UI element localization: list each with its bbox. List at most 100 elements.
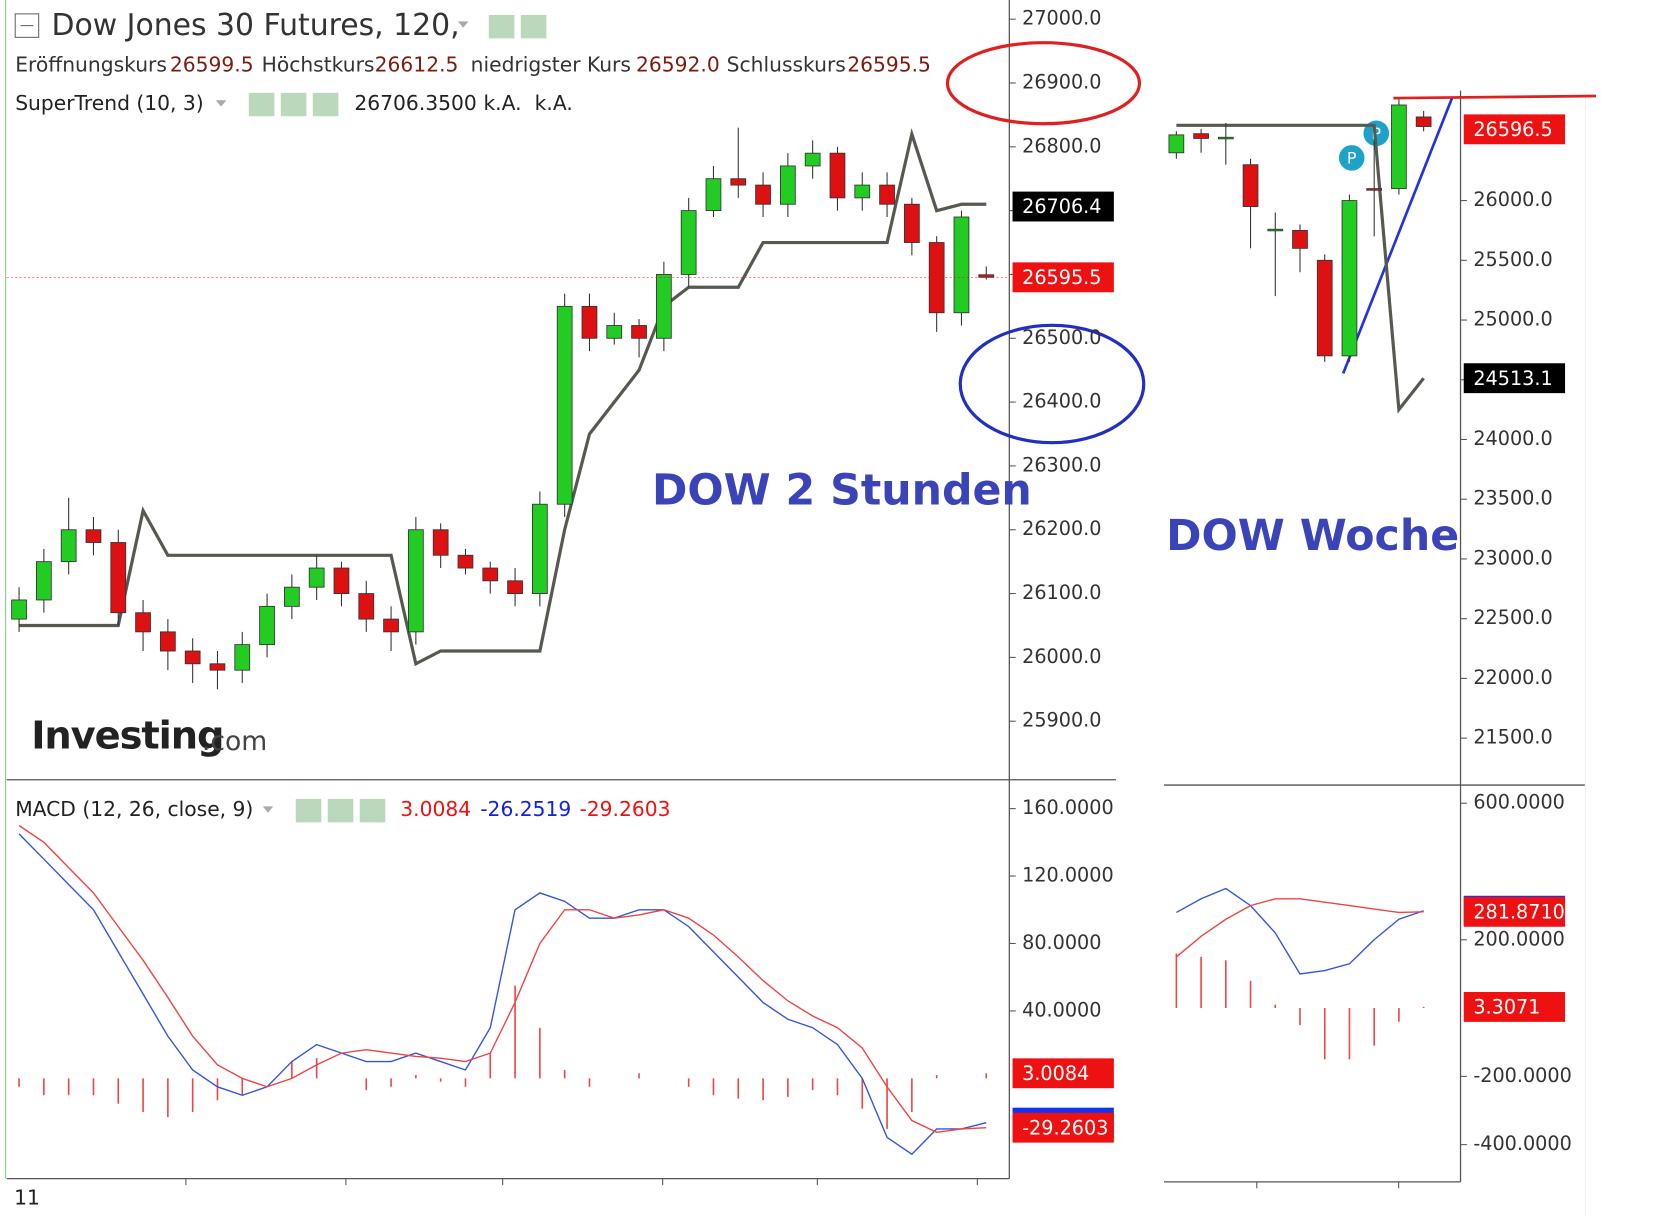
y-tick-label: 26000.0 [1473, 188, 1552, 211]
candle-body [829, 152, 846, 199]
series-line [18, 824, 987, 1133]
y-tick-label: 120.0000 [1022, 864, 1114, 887]
price-tag [1463, 896, 1566, 927]
y-tick-label: 23500.0 [1473, 487, 1552, 510]
candle-body [482, 567, 499, 582]
candle-body [1391, 104, 1407, 190]
y-tick-label: 21500.0 [1473, 726, 1552, 749]
candle-body [110, 542, 127, 614]
candle-body [854, 184, 871, 199]
pivot-marker [1338, 145, 1365, 171]
candle-body [1217, 136, 1234, 140]
indicator-name: SuperTrend (10, 3) [15, 91, 204, 115]
pivot-letter: P [1347, 148, 1357, 167]
indicator-value: 26706.3500 [354, 91, 476, 115]
candle-body [606, 325, 623, 339]
y-tick-label: 26900.0 [1022, 70, 1101, 93]
y-tick-label: 24000.0 [1473, 427, 1552, 450]
candle-body [259, 605, 275, 646]
eye-icon[interactable] [295, 798, 322, 823]
info-name: Höchstkurs [262, 53, 375, 77]
info-value: 26595.5 [847, 53, 931, 77]
annotation: DOW Woche [1166, 511, 1459, 561]
candle-body [730, 178, 747, 186]
close-icon[interactable] [359, 798, 386, 823]
y-tick-label: 200.0000 [1473, 927, 1565, 950]
y-tick-label: 26500.0 [1022, 326, 1101, 349]
macd-readout: -26.2519 [480, 797, 571, 821]
candle-body [680, 210, 697, 275]
dropdown-arrow[interactable] [215, 100, 227, 107]
info-value: 26592.0 [636, 53, 720, 77]
y-tick-label: 22500.0 [1473, 606, 1552, 629]
info-value: 26599.5 [170, 53, 254, 77]
info-name: Schlusskurs [727, 53, 846, 77]
y-tick-label: 25500.0 [1473, 248, 1552, 271]
settings-icon[interactable] [280, 92, 307, 117]
price-tag [1463, 992, 1566, 1022]
macd-readout: -29.2603 [579, 797, 670, 821]
series-line [1175, 898, 1424, 958]
candle-body [1267, 228, 1284, 232]
y-tick-label: 26200.0 [1022, 517, 1101, 540]
candle-body [507, 580, 523, 595]
series-line [1176, 123, 1425, 414]
candle-body [234, 644, 251, 671]
trend-line [1341, 97, 1454, 374]
candle-body [978, 274, 995, 278]
settings-icon[interactable] [327, 798, 354, 823]
y-tick-label: -200.0000 [1473, 1064, 1571, 1087]
candle-body [804, 152, 821, 167]
candle-body [879, 184, 895, 205]
date-label: 11 [14, 1185, 40, 1209]
candle-body [755, 184, 771, 205]
macd-title: MACD (12, 26, close, 9) [15, 797, 253, 821]
close-icon[interactable] [312, 92, 339, 117]
candle-body [184, 650, 201, 665]
info-name: niedrigster Kurs [471, 53, 631, 77]
eye-icon[interactable] [488, 14, 515, 39]
price-tag [1012, 262, 1114, 293]
price-tag-label: 281.8710 [1473, 900, 1565, 923]
candle-body [36, 561, 52, 601]
price-tag-label: 3.0084 [1022, 1062, 1089, 1085]
eye-icon[interactable] [248, 92, 275, 117]
y-tick-label: -400.0000 [1473, 1132, 1571, 1155]
highlight-circle [958, 323, 1146, 445]
y-tick-label: 23000.0 [1473, 546, 1552, 569]
logo: Investing [31, 714, 223, 759]
y-tick-label: 80.0000 [1022, 931, 1101, 954]
series-line [18, 833, 987, 1156]
price-tag [1012, 191, 1114, 222]
candle-body [1316, 259, 1333, 357]
resistance-line [1393, 94, 1597, 100]
candle-body [60, 529, 77, 563]
candle-body [631, 325, 647, 339]
collapse-icon[interactable] [14, 13, 40, 38]
candle-body [780, 165, 796, 205]
candle-body [85, 529, 102, 543]
price-tag-label: 3.3071 [1473, 996, 1540, 1019]
candle-body [1168, 134, 1185, 154]
candle-body [1292, 230, 1308, 249]
y-tick-label: 26300.0 [1022, 453, 1101, 476]
candle-body [11, 599, 27, 620]
highlight-circle [945, 41, 1142, 126]
candle-body [333, 567, 350, 595]
y-tick-label: 27000.0 [1022, 7, 1101, 30]
candle-body [1242, 164, 1259, 207]
series-line [19, 128, 987, 667]
candle-body [904, 203, 920, 243]
dropdown-arrow[interactable] [457, 21, 469, 28]
settings-icon[interactable] [520, 14, 547, 39]
dropdown-arrow[interactable] [262, 806, 274, 813]
logo-suffix: .com [202, 726, 267, 757]
price-tag-label: 26595.5 [1022, 266, 1101, 289]
time-ticks [185, 1178, 1400, 1189]
info-value: 26612.5 [375, 53, 459, 77]
y-tick-label: 26100.0 [1022, 581, 1101, 604]
price-tag-label: 26596.5 [1473, 118, 1552, 141]
y-tick-label: 26400.0 [1022, 390, 1101, 413]
